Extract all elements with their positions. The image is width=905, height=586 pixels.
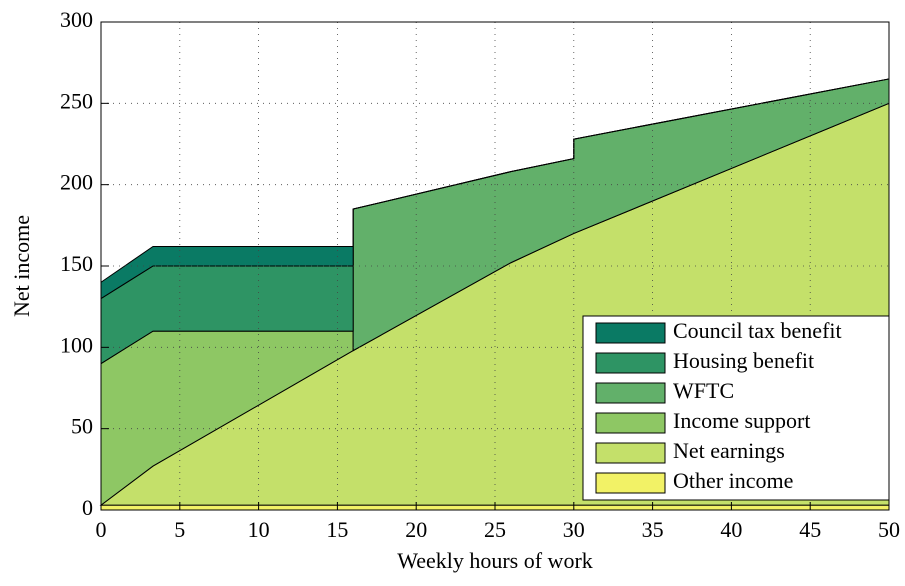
legend-swatch	[595, 382, 666, 404]
y-tick-label: 250	[60, 88, 93, 113]
y-tick-label: 50	[71, 414, 93, 439]
x-tick-label: 35	[642, 517, 664, 542]
legend-label: Net earnings	[673, 438, 785, 463]
x-tick-label: 0	[96, 517, 107, 542]
plot-frame	[100, 21, 890, 511]
y-tick-label: 100	[60, 332, 93, 357]
legend-swatch	[595, 412, 666, 434]
legend-label: Council tax benefit	[673, 318, 842, 343]
legend-swatch	[595, 442, 666, 464]
y-tick-label: 150	[60, 251, 93, 276]
legend-swatch	[595, 352, 666, 374]
area	[100, 78, 890, 300]
x-tick-label: 15	[326, 517, 348, 542]
legend-label: Other income	[673, 468, 793, 493]
y-tick-label: 200	[60, 170, 93, 195]
x-tick-label: 5	[174, 517, 185, 542]
y-tick-label: 0	[82, 495, 93, 520]
x-tick-label: 10	[248, 517, 270, 542]
y-axis-label: Net income	[9, 215, 34, 317]
x-tick-label: 30	[563, 517, 585, 542]
x-tick-label: 50	[878, 517, 900, 542]
y-tick-label: 300	[60, 7, 93, 32]
legend-label: Housing benefit	[673, 348, 814, 373]
x-axis-label: Weekly hours of work	[397, 548, 593, 573]
x-tick-label: 45	[799, 517, 821, 542]
x-tick-label: 40	[720, 517, 742, 542]
legend-box	[582, 315, 890, 501]
legend-label: WFTC	[673, 378, 734, 403]
legend-label: Income support	[673, 408, 810, 433]
legend-swatch	[595, 322, 666, 344]
legend-swatch	[595, 472, 666, 494]
x-tick-label: 25	[484, 517, 506, 542]
x-tick-label: 20	[405, 517, 427, 542]
